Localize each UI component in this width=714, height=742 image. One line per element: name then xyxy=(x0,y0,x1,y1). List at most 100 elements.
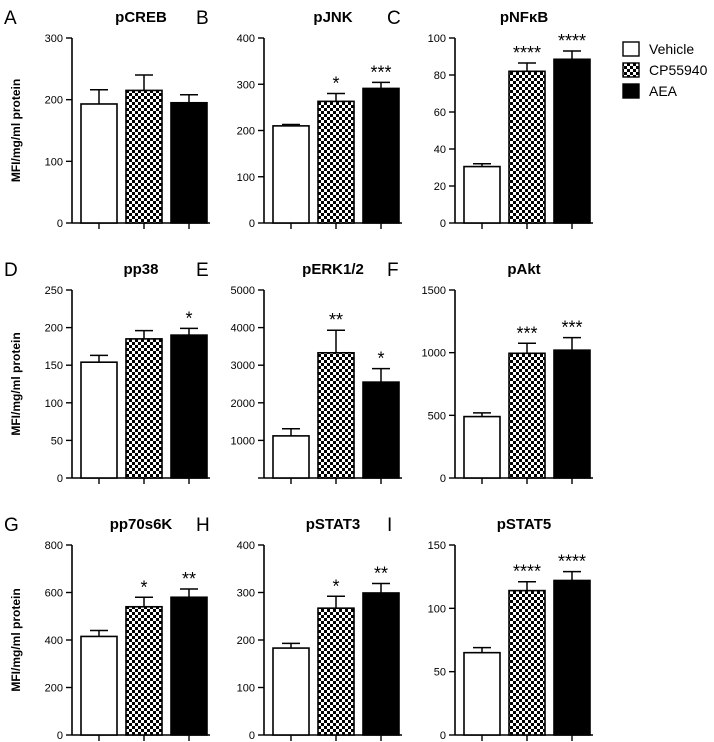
y-tick-label: 400 xyxy=(237,540,255,552)
y-tick-label: 1000 xyxy=(422,348,446,360)
panel-title: pSTAT5 xyxy=(497,516,551,533)
significance-label: * xyxy=(332,576,339,596)
y-tick-label: 100 xyxy=(45,156,63,168)
y-tick-label: 400 xyxy=(45,635,63,647)
y-tick-label: 800 xyxy=(45,540,63,552)
y-tick-label: 0 xyxy=(249,730,255,742)
panel-title: pAkt xyxy=(507,261,540,278)
y-tick-label: 250 xyxy=(45,285,63,297)
y-tick-label: 300 xyxy=(45,33,63,45)
panel-letter: I xyxy=(387,515,392,536)
y-tick-label: 200 xyxy=(45,95,63,107)
y-tick-label: 200 xyxy=(237,635,255,647)
bar-vehicle xyxy=(463,651,501,736)
panel-letter: G xyxy=(4,515,19,536)
y-tick-label: 40 xyxy=(434,144,446,156)
y-tick-label: 50 xyxy=(51,435,63,447)
y-tick-label: 0 xyxy=(440,473,446,485)
bar-aea xyxy=(553,58,591,224)
y-tick-label: 300 xyxy=(237,588,255,600)
y-tick-label: 100 xyxy=(237,172,255,184)
significance-label: ** xyxy=(182,569,196,589)
y-tick-label: 20 xyxy=(434,181,446,193)
y-tick-label: 0 xyxy=(57,473,63,485)
bar-aea xyxy=(553,579,591,736)
y-axis-label: MFI/mg/ml protein xyxy=(9,79,23,182)
panel-letter: B xyxy=(196,8,209,29)
bar-vehicle xyxy=(80,361,118,479)
y-tick-label: 100 xyxy=(45,398,63,410)
legend-swatch xyxy=(622,41,640,57)
y-axis-label: MFI/mg/ml protein xyxy=(9,332,23,435)
panel-title: pp70s6K xyxy=(110,516,173,533)
bar-cp55940 xyxy=(317,351,355,479)
panel-title: pSTAT3 xyxy=(306,516,360,533)
bar-cp55940 xyxy=(125,605,163,736)
panel-letter: E xyxy=(196,260,209,281)
y-tick-label: 2000 xyxy=(231,398,255,410)
bar-cp55940 xyxy=(125,338,163,479)
y-tick-label: 1500 xyxy=(422,285,446,297)
significance-label: * xyxy=(332,74,339,94)
legend-label: CP55940 xyxy=(649,62,708,78)
significance-label: *** xyxy=(370,62,391,82)
y-tick-label: 4000 xyxy=(231,323,255,335)
panel-title: pERK1/2 xyxy=(302,261,364,278)
panel-letter: C xyxy=(387,8,401,29)
y-tick-label: 200 xyxy=(45,683,63,695)
bar-aea xyxy=(362,592,400,736)
legend-entry-vehicle: Vehicle xyxy=(622,41,694,57)
y-tick-label: 200 xyxy=(45,323,63,335)
bar-cp55940 xyxy=(508,70,546,224)
y-tick-label: 200 xyxy=(237,126,255,138)
y-tick-label: 100 xyxy=(237,683,255,695)
y-tick-label: 3000 xyxy=(231,360,255,372)
bar-vehicle xyxy=(272,435,310,479)
significance-label: **** xyxy=(513,562,541,582)
bar-aea xyxy=(170,334,208,479)
y-tick-label: 100 xyxy=(428,33,446,45)
significance-label: ** xyxy=(374,563,388,583)
y-tick-label: 80 xyxy=(434,70,446,82)
y-tick-label: 60 xyxy=(434,107,446,119)
significance-label: **** xyxy=(558,31,586,51)
bar-aea xyxy=(362,381,400,479)
y-tick-label: 500 xyxy=(428,410,446,422)
y-tick-label: 1000 xyxy=(231,435,255,447)
panel-title: pp38 xyxy=(123,261,158,278)
bar-vehicle xyxy=(80,103,118,224)
bar-cp55940 xyxy=(317,100,355,224)
significance-label: * xyxy=(140,577,147,597)
y-tick-label: 150 xyxy=(45,360,63,372)
y-axis-label: MFI/mg/ml protein xyxy=(9,588,23,691)
bar-aea xyxy=(553,349,591,479)
y-tick-label: 600 xyxy=(45,588,63,600)
panel-letter: D xyxy=(4,260,18,281)
legend-label: AEA xyxy=(649,83,678,99)
significance-label: **** xyxy=(513,43,541,63)
panel-letter: A xyxy=(4,8,17,29)
y-tick-label: 150 xyxy=(428,540,446,552)
legend-entry-cp55940: CP55940 xyxy=(622,62,708,78)
panel-title: pCREB xyxy=(115,9,167,26)
y-tick-label: 0 xyxy=(440,730,446,742)
panel-title: pNFκB xyxy=(500,9,549,26)
significance-label: * xyxy=(377,349,384,369)
y-tick-label: 0 xyxy=(249,218,255,230)
y-tick-label: 400 xyxy=(237,33,255,45)
y-tick-label: 300 xyxy=(237,79,255,91)
legend-entry-aea: AEA xyxy=(622,83,678,99)
bar-aea xyxy=(170,101,208,224)
panel-letter: F xyxy=(387,260,399,281)
significance-label: *** xyxy=(516,323,537,343)
bar-vehicle xyxy=(463,165,501,224)
y-tick-label: 0 xyxy=(57,730,63,742)
